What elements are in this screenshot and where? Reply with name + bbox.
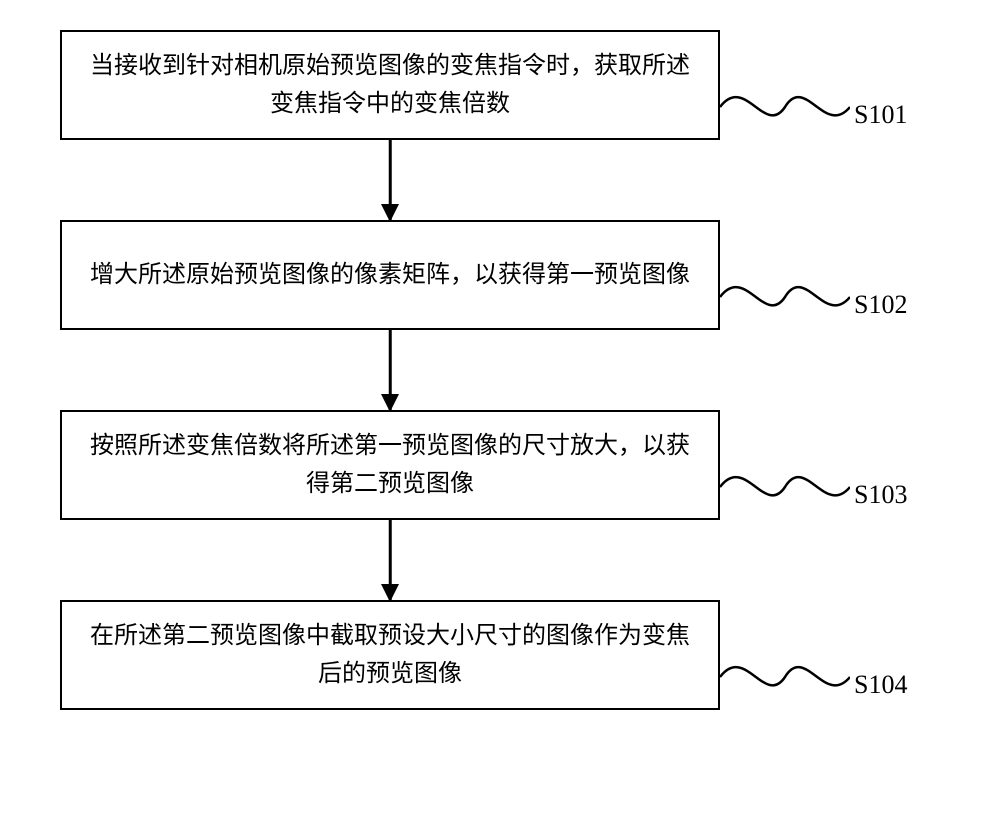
- squiggle-connector: [720, 82, 850, 132]
- squiggle-connector: [720, 652, 850, 702]
- step-label: S104: [854, 670, 907, 702]
- step-label: S101: [854, 100, 907, 132]
- step-box-s104: 在所述第二预览图像中截取预设大小尺寸的图像作为变焦后的预览图像: [60, 600, 720, 710]
- step-box-s101: 当接收到针对相机原始预览图像的变焦指令时，获取所述变焦指令中的变焦倍数: [60, 30, 720, 140]
- arrow-connector: [60, 330, 720, 410]
- step-row: 增大所述原始预览图像的像素矩阵，以获得第一预览图像 S102: [60, 220, 940, 330]
- step-box-s102: 增大所述原始预览图像的像素矩阵，以获得第一预览图像: [60, 220, 720, 330]
- step-text: 按照所述变焦倍数将所述第一预览图像的尺寸放大，以获得第二预览图像: [82, 427, 698, 504]
- step-row: 按照所述变焦倍数将所述第一预览图像的尺寸放大，以获得第二预览图像 S103: [60, 410, 940, 520]
- step-text: 在所述第二预览图像中截取预设大小尺寸的图像作为变焦后的预览图像: [82, 617, 698, 694]
- step-box-s103: 按照所述变焦倍数将所述第一预览图像的尺寸放大，以获得第二预览图像: [60, 410, 720, 520]
- step-label-wrap: S103: [720, 410, 907, 520]
- step-row: 在所述第二预览图像中截取预设大小尺寸的图像作为变焦后的预览图像 S104: [60, 600, 940, 710]
- step-row: 当接收到针对相机原始预览图像的变焦指令时，获取所述变焦指令中的变焦倍数 S101: [60, 30, 940, 140]
- squiggle-connector: [720, 462, 850, 512]
- step-label: S103: [854, 480, 907, 512]
- step-label-wrap: S104: [720, 600, 907, 710]
- flowchart-diagram: 当接收到针对相机原始预览图像的变焦指令时，获取所述变焦指令中的变焦倍数 S101…: [60, 30, 940, 710]
- step-text: 当接收到针对相机原始预览图像的变焦指令时，获取所述变焦指令中的变焦倍数: [82, 47, 698, 124]
- step-label-wrap: S102: [720, 220, 907, 330]
- step-label: S102: [854, 290, 907, 322]
- squiggle-connector: [720, 272, 850, 322]
- arrow-connector: [60, 140, 720, 220]
- arrow-connector: [60, 520, 720, 600]
- step-text: 增大所述原始预览图像的像素矩阵，以获得第一预览图像: [90, 256, 690, 294]
- step-label-wrap: S101: [720, 30, 907, 140]
